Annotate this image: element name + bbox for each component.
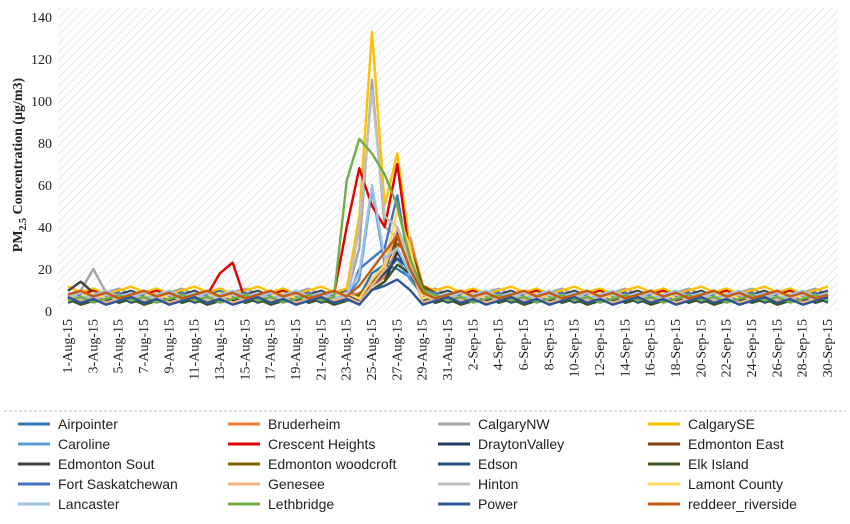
series-line-power (67, 278, 829, 306)
y-tick-label: 80 (38, 137, 52, 152)
legend-label: DraytonValley (478, 436, 564, 452)
legend-label: Hinton (478, 476, 518, 492)
x-tick-label: 19-Aug-15 (289, 319, 304, 380)
series-line-fort-saskatchewan (67, 194, 829, 302)
legend-label: CalgaryNW (478, 416, 550, 432)
x-tick-label: 18-Sep-15 (669, 319, 684, 377)
series-line-calgaryse (67, 30, 829, 296)
y-tick-label: 120 (31, 53, 52, 68)
x-tick-label: 15-Aug-15 (238, 319, 253, 380)
series-line-edmonton-sout (67, 229, 829, 300)
series-line-lethbridge (67, 137, 829, 304)
y-tick-label: 100 (31, 95, 52, 110)
x-tick-label: 14-Sep-15 (618, 319, 633, 377)
x-tick-label: 9-Aug-15 (162, 319, 177, 373)
x-tick-label: 27-Aug-15 (390, 319, 405, 380)
series-line-lancaster (67, 183, 829, 300)
legend-label: CalgarySE (688, 416, 755, 432)
legend-label: Edmonton woodcroft (268, 456, 397, 472)
x-tick-label: 7-Aug-15 (137, 319, 152, 373)
y-axis-label-suffix: Concentration (μg/m3) (11, 77, 26, 217)
plot-background (58, 8, 838, 311)
legend-label: reddeer_riverside (688, 496, 797, 512)
x-tick-label: 3-Aug-15 (86, 319, 101, 373)
legend-label: Lancaster (58, 496, 120, 512)
x-tick-label: 20-Sep-15 (694, 319, 709, 377)
x-tick-label: 24-Sep-15 (745, 319, 760, 377)
x-tick-label: 30-Sep-15 (821, 319, 836, 377)
x-tick-label: 22-Sep-15 (720, 319, 735, 377)
y-tick-label: 140 (31, 11, 52, 26)
x-tick-label: 21-Aug-15 (314, 319, 329, 380)
series-line-reddeer-riverside (67, 234, 829, 300)
x-tick-label: 8-Sep-15 (542, 319, 557, 370)
legend: Airpointer Bruderheim CalgaryNW CalgarySE Ca… (18, 416, 797, 512)
series-layer (67, 30, 829, 306)
y-axis-label: PM2.5 Concentration (μg/m3) (11, 77, 29, 252)
x-tick-label: 12-Sep-15 (593, 319, 608, 377)
legend-label: Bruderheim (268, 416, 340, 432)
x-tick-label: 11-Aug-15 (188, 319, 203, 380)
x-tick-label: 13-Aug-15 (213, 319, 228, 380)
x-tick-label: 23-Aug-15 (340, 319, 355, 380)
y-axis-ticks: 0 20 40 60 80 100 120 140 (31, 11, 52, 320)
legend-label: Lethbridge (268, 496, 334, 512)
x-tick-label: 31-Aug-15 (441, 319, 456, 380)
x-tick-label: 10-Sep-15 (568, 319, 583, 377)
x-tick-label: 17-Aug-15 (264, 319, 279, 380)
x-tick-label: 5-Aug-15 (112, 319, 127, 373)
y-axis-label-subscript: 2.5 (18, 218, 29, 231)
x-axis-ticks: 1-Aug-15 3-Aug-15 5-Aug-15 7-Aug-15 9-Aug-15… (61, 319, 836, 380)
legend-label: Fort Saskatchewan (58, 476, 178, 492)
legend-label: Genesee (268, 476, 325, 492)
legend-label: Edmonton East (688, 436, 784, 452)
x-tick-label: 25-Aug-15 (365, 319, 380, 380)
y-tick-label: 20 (38, 263, 52, 278)
y-tick-label: 60 (38, 179, 52, 194)
x-tick-label: 29-Aug-15 (416, 319, 431, 380)
x-tick-label: 16-Sep-15 (644, 319, 659, 377)
x-tick-label: 6-Sep-15 (517, 319, 532, 370)
y-axis-label-prefix: PM (11, 230, 26, 252)
legend-label: Power (478, 496, 518, 512)
legend-label: Edson (478, 456, 518, 472)
legend-label: Crescent Heights (268, 436, 375, 452)
legend-label: Lamont County (688, 476, 783, 492)
x-tick-label: 2-Sep-15 (466, 319, 481, 370)
x-tick-label: 4-Sep-15 (492, 319, 507, 370)
x-tick-label: 26-Sep-15 (770, 319, 785, 377)
legend-label: Airpointer (58, 416, 118, 432)
legend-label: Elk Island (688, 456, 749, 472)
series-line-edson (67, 257, 829, 304)
x-tick-label: 28-Sep-15 (796, 319, 811, 377)
legend-label: Caroline (58, 436, 110, 452)
x-tick-label: 1-Aug-15 (61, 319, 76, 373)
legend-label: Edmonton Sout (58, 456, 155, 472)
y-tick-label: 0 (45, 305, 52, 320)
y-tick-label: 40 (38, 221, 52, 236)
